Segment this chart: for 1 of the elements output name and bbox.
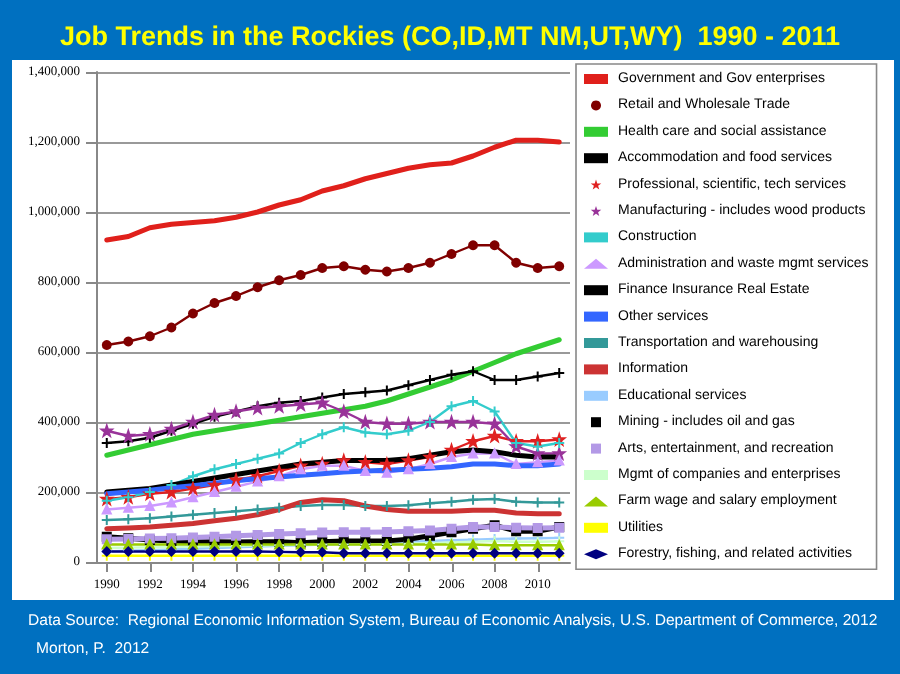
chart-title: Job Trends in the Rockies (CO,ID,MT NM,UT,WY) 1990 - 2011	[59, 21, 842, 51]
